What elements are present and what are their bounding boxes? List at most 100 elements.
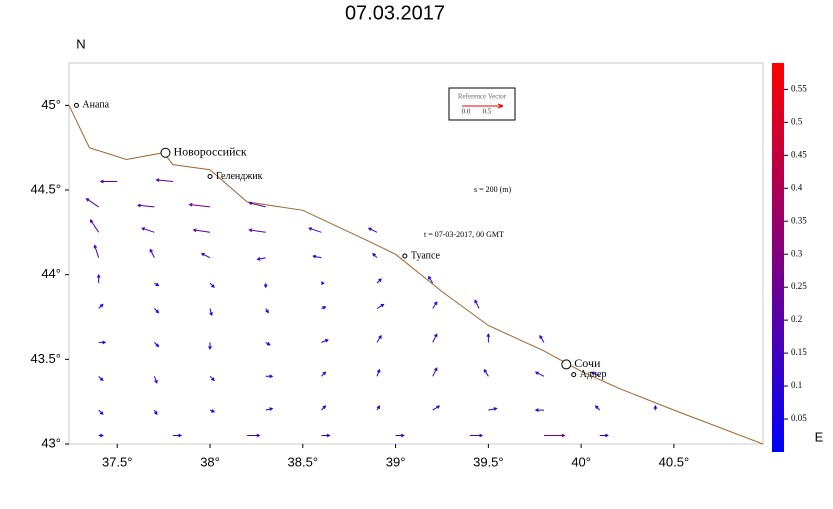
current-vector [321, 371, 327, 377]
current-vector [248, 228, 266, 233]
current-vector [192, 228, 211, 233]
current-vector [200, 253, 211, 259]
current-vector [154, 342, 160, 348]
current-vector [372, 252, 378, 259]
current-vector [247, 433, 261, 438]
current-vector [376, 303, 385, 309]
current-vector [469, 433, 484, 438]
reference-label: 0.0 [462, 108, 471, 116]
current-vector [188, 202, 211, 208]
colorbar-tick-label: 0.2 [791, 314, 802, 324]
x-tick-label: 39.5° [473, 454, 504, 469]
colorbar-tick-label: 0.35 [791, 215, 807, 225]
current-vector [432, 367, 438, 377]
current-vector [209, 282, 215, 288]
current-vector [209, 409, 216, 413]
current-vector [432, 301, 438, 309]
reference-box: Reference Vector 0.0 0.5 [448, 87, 516, 121]
current-vector [488, 407, 498, 411]
current-vector [367, 227, 378, 233]
current-vector [432, 333, 438, 343]
reference-head [497, 103, 504, 109]
colorbar-tick-label: 0.1 [791, 380, 802, 390]
current-vector [312, 254, 322, 259]
colorbar-tick-label: 0.25 [791, 281, 807, 291]
current-vector [376, 405, 381, 411]
current-vector [321, 405, 327, 411]
x-tick-label: 39° [386, 454, 406, 469]
current-vector [376, 278, 382, 284]
current-vector [376, 368, 381, 377]
colorbar-tick-label: 0.55 [791, 83, 807, 93]
city-label: Сочи [574, 356, 601, 370]
current-vector [474, 299, 480, 309]
city-marker [160, 147, 171, 158]
current-vector [265, 407, 274, 411]
y-axis-label: N [76, 36, 85, 51]
current-vector [136, 203, 155, 208]
x-tick-label: 37.5° [102, 454, 133, 469]
current-vector [153, 376, 158, 384]
city-label: Новороссийск [173, 144, 246, 158]
current-vector [98, 433, 104, 438]
current-vector [98, 409, 104, 415]
current-vector [428, 275, 434, 284]
current-vector [544, 433, 566, 438]
colorbar-tick-label: 0.15 [791, 347, 807, 357]
current-vector [265, 341, 271, 346]
current-vector [155, 178, 173, 183]
current-vector [483, 368, 489, 377]
current-vector [89, 219, 100, 233]
current-vector [594, 405, 601, 411]
x-tick-label: 40° [571, 454, 591, 469]
current-vector [534, 408, 544, 413]
current-vector [265, 308, 269, 314]
city-marker [561, 359, 572, 370]
current-vector [248, 201, 266, 208]
current-vector [172, 433, 183, 438]
current-vector [256, 257, 266, 261]
y-tick-label: 44.5° [30, 181, 61, 196]
annotation: s = 200 (m) [474, 185, 512, 194]
current-vector [308, 227, 322, 233]
current-vector [141, 227, 155, 233]
current-vector [209, 375, 215, 382]
colorbar [772, 63, 784, 452]
city-marker [73, 102, 79, 108]
x-tick-label: 38.5° [288, 454, 319, 469]
current-vector [98, 303, 104, 309]
city-label: Геленджик [216, 171, 263, 182]
y-tick-label: 43.5° [30, 351, 61, 366]
current-vector [154, 282, 160, 287]
city-label: Адлер [580, 369, 607, 380]
current-vector [376, 334, 382, 343]
current-vector [653, 404, 658, 411]
plot-frame [68, 62, 764, 445]
current-vector [85, 198, 99, 208]
current-vector [320, 281, 325, 286]
x-tick-label: 38° [200, 454, 220, 469]
current-vector [98, 340, 107, 345]
current-vector [149, 248, 155, 258]
reference-frame [448, 87, 516, 121]
x-axis-label: E [815, 429, 824, 444]
current-vector [96, 273, 101, 284]
coastline [68, 105, 764, 445]
city-marker [402, 253, 408, 259]
colorbar-tick-label: 0.4 [791, 182, 803, 192]
colorbar-tick-label: 0.45 [791, 149, 807, 159]
reference-title: Reference Vector [458, 93, 507, 101]
city-label: Туапсе [411, 250, 441, 261]
annotation: t = 07-03-2017, 00 GMT [424, 230, 504, 239]
current-vector [321, 339, 329, 343]
current-vector [486, 333, 491, 343]
colorbar-tick-label: 0.05 [791, 413, 807, 423]
current-vector [395, 433, 405, 438]
current-vector [263, 283, 268, 289]
current-vector [539, 334, 545, 343]
colorbar-tick-label: 0.5 [791, 116, 803, 126]
y-tick-label: 43° [41, 435, 61, 450]
current-vector [153, 409, 158, 416]
x-tick-label: 40.5° [659, 454, 690, 469]
